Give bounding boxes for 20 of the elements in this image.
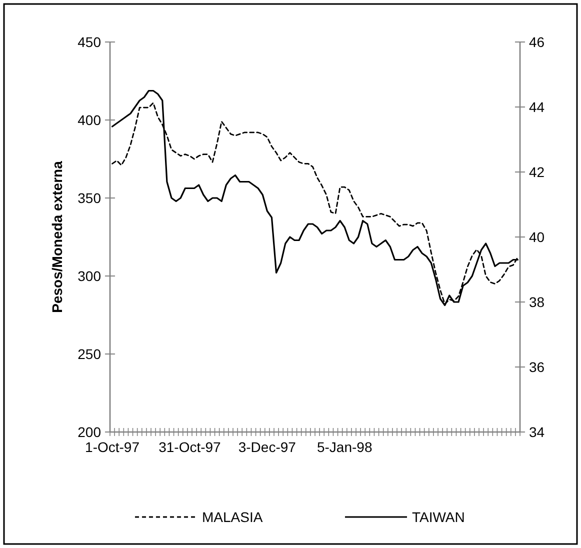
legend-label: TAIWAN (412, 508, 465, 525)
y-tick-label: 250 (78, 346, 102, 362)
legend-label: MALASIA (202, 508, 264, 525)
y2-tick-label: 40 (529, 228, 545, 245)
y-tick-label: 300 (78, 268, 102, 284)
x-tick-label: 1-Oct-97 (85, 439, 140, 455)
y2-tick-label: 46 (529, 34, 545, 50)
y2-tick-label: 34 (529, 424, 545, 440)
y-tick-label: 200 (78, 424, 102, 440)
x-tick-label: 5-Jan-98 (316, 439, 372, 455)
y-tick-label: 400 (78, 112, 102, 128)
y-tick-label: 450 (78, 34, 102, 50)
y-tick-label: 350 (78, 190, 102, 206)
y2-tick-label: 42 (529, 164, 545, 180)
y-axis-title: Pesos/Moneda externa (49, 160, 65, 313)
y2-tick-label: 36 (529, 358, 545, 375)
y2-tick-label: 38 (529, 294, 545, 310)
y2-tick-label: 44 (529, 98, 545, 115)
x-tick-label: 31-Oct-97 (158, 439, 222, 455)
x-tick-label: 3-Dec-97 (238, 439, 296, 455)
